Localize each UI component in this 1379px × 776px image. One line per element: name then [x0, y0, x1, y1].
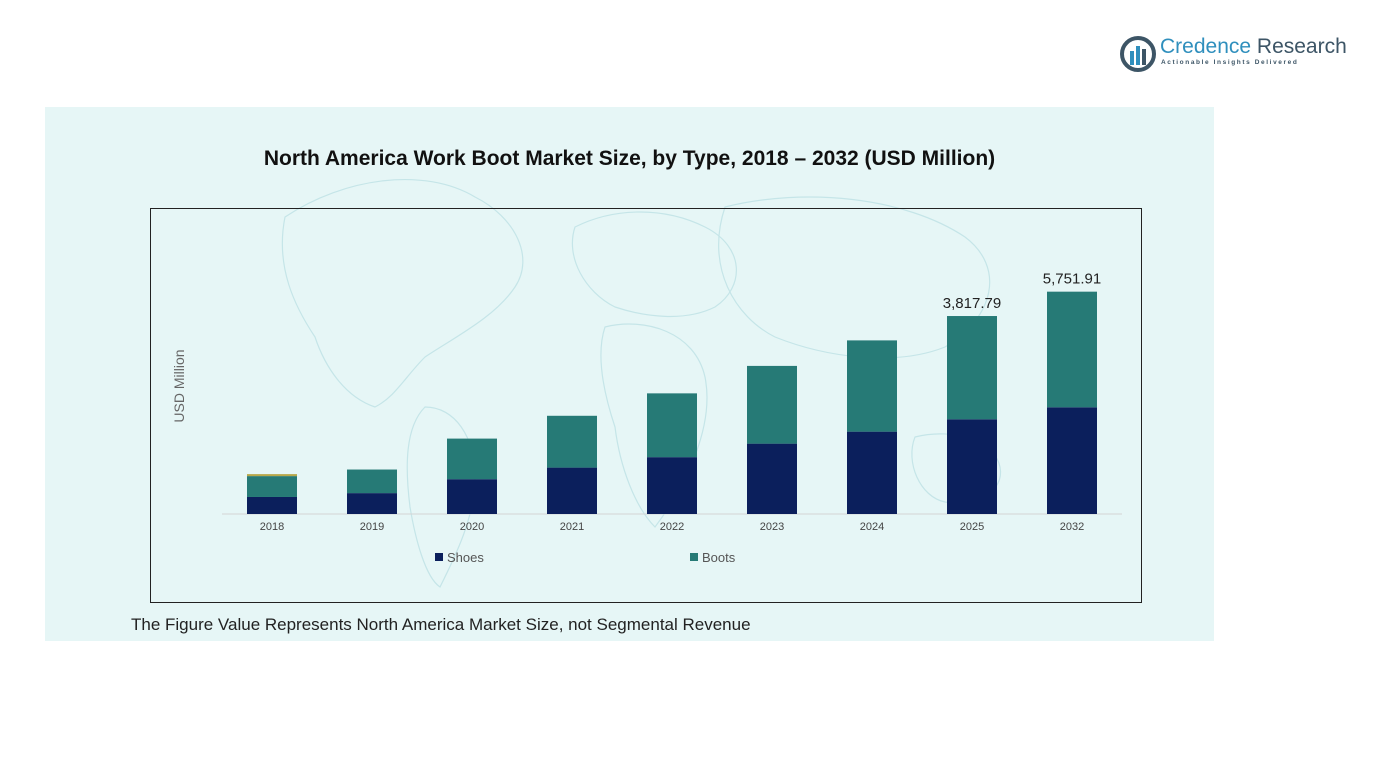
logo-name: Credence Research: [1160, 35, 1347, 59]
plot-frame: [150, 208, 1142, 603]
bar-boots-2025: [947, 316, 997, 420]
x-tick-2021: 2021: [560, 521, 584, 533]
legend-swatch-boots: [690, 553, 698, 561]
bar-shoes-2018: [247, 496, 297, 514]
bar-boots-2020: [447, 438, 497, 480]
y-axis-label: USD Million: [171, 349, 187, 422]
chart-panel: [45, 107, 1214, 641]
legend-label-boots: Boots: [702, 550, 736, 565]
x-tick-labels: 2018 2019 2020 2021 2022 2023 2024 2025 2032: [260, 521, 1084, 533]
chart-title: North America Work Boot Market Size, by …: [263, 147, 996, 170]
bar-shoes-2021: [547, 467, 597, 514]
x-tick-2018: 2018: [260, 521, 284, 533]
bar-boots-2019: [347, 469, 397, 494]
x-tick-2024: 2024: [860, 521, 884, 533]
bar-shoes-2032: [1047, 407, 1097, 514]
logo-tagline: Actionable Insights Delivered: [1161, 59, 1299, 66]
legend-swatch-shoes: [435, 553, 443, 561]
bar-boots-2021: [547, 415, 597, 468]
bar-shoes-2022: [647, 457, 697, 514]
bar-boots-2018: [247, 476, 297, 497]
x-tick-2022: 2022: [660, 521, 684, 533]
legend: Shoes Boots: [435, 550, 736, 565]
legend-label-shoes: Shoes: [447, 550, 484, 565]
logo-name-part1: Credence: [1160, 35, 1252, 58]
bar-shoes-2025: [947, 419, 997, 514]
bar-boots-2023: [747, 365, 797, 444]
bar-boots-2022: [647, 393, 697, 458]
bar-shoes-2019: [347, 493, 397, 514]
data-label-2025: 3,817.79: [943, 295, 1001, 312]
x-tick-2020: 2020: [460, 521, 484, 533]
bar-shoes-2023: [747, 443, 797, 514]
bar-boots-2032: [1047, 291, 1097, 408]
logo-mark-icon: [1120, 36, 1156, 72]
x-tick-2032: 2032: [1060, 521, 1084, 533]
logo-name-part2: Research: [1251, 35, 1347, 58]
footnote: The Figure Value Represents North Americ…: [131, 615, 751, 634]
bars-group: [247, 291, 1097, 514]
bar-shoes-2024: [847, 431, 897, 514]
credence-research-logo: Credence Research Actionable Insights De…: [1120, 34, 1350, 74]
bar-shoes-2020: [447, 479, 497, 514]
data-labels: 3,817.79 5,751.91: [943, 271, 1101, 312]
x-tick-2019: 2019: [360, 521, 384, 533]
bar-cap-2018: [247, 474, 297, 477]
x-tick-2023: 2023: [760, 521, 784, 533]
bar-boots-2024: [847, 340, 897, 432]
data-label-2032: 5,751.91: [1043, 271, 1101, 288]
x-tick-2025: 2025: [960, 521, 984, 533]
